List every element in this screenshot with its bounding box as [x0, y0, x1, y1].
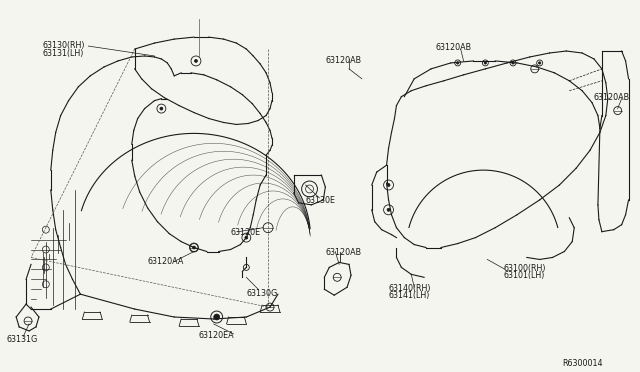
Circle shape: [245, 236, 248, 239]
Text: 63120E: 63120E: [230, 228, 260, 237]
Circle shape: [193, 246, 195, 249]
Circle shape: [512, 62, 514, 64]
Text: 63120EA: 63120EA: [199, 331, 234, 340]
Text: 63131(LH): 63131(LH): [43, 49, 84, 58]
Text: 63101(LH): 63101(LH): [503, 271, 545, 280]
Text: 63120AA: 63120AA: [148, 257, 184, 266]
Circle shape: [387, 183, 390, 186]
Circle shape: [538, 62, 541, 64]
Text: 63140(RH): 63140(RH): [388, 284, 431, 293]
Circle shape: [456, 62, 459, 64]
Text: 63130(RH): 63130(RH): [43, 41, 85, 50]
Circle shape: [195, 60, 197, 62]
Text: 63130E: 63130E: [305, 196, 335, 205]
Text: 63100(RH): 63100(RH): [503, 264, 546, 273]
Circle shape: [160, 107, 163, 110]
Text: R6300014: R6300014: [563, 359, 603, 368]
Text: 63120AB: 63120AB: [436, 43, 472, 52]
Circle shape: [214, 314, 220, 320]
Circle shape: [387, 208, 390, 211]
Text: 63131G: 63131G: [6, 335, 38, 344]
Text: 63130G: 63130G: [246, 289, 278, 298]
Text: 63120AB: 63120AB: [594, 93, 630, 102]
Circle shape: [484, 62, 486, 64]
Text: 63141(LH): 63141(LH): [388, 291, 430, 300]
Text: 63120AB: 63120AB: [325, 56, 362, 65]
Text: 63120AB: 63120AB: [325, 247, 362, 257]
